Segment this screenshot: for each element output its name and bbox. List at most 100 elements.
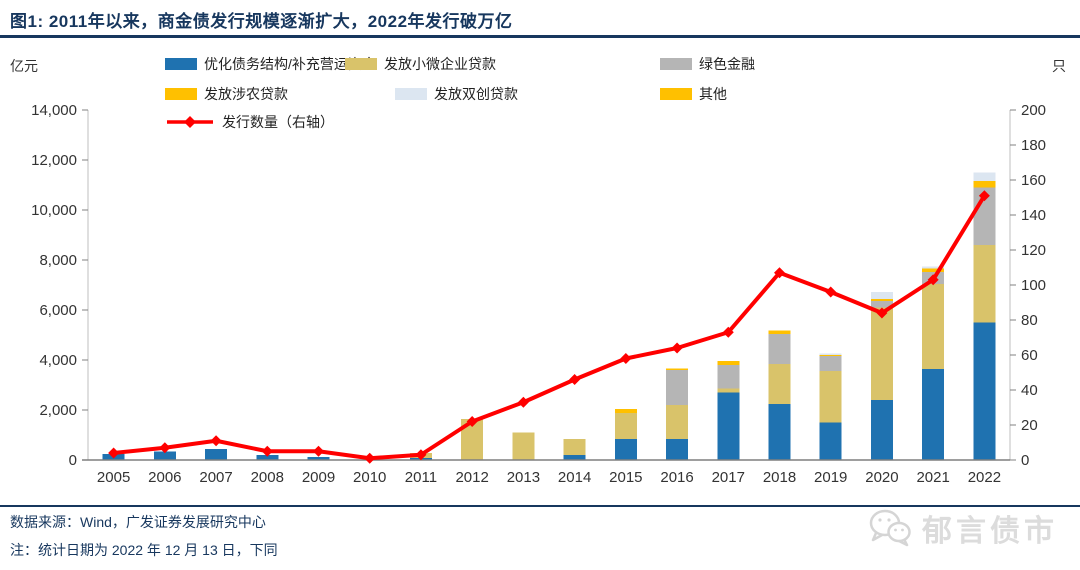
bar-segment [717,365,740,389]
bar-segment [205,448,228,460]
x-axis-tick-label: 2018 [763,469,796,486]
x-axis-tick-label: 2020 [865,469,898,486]
left-axis-tick-label: 14,000 [31,102,77,119]
bar-segment [870,298,893,301]
bottom-divider [0,505,1080,507]
bar-segment [512,432,535,460]
line-marker-diamond [210,435,222,447]
line-marker-diamond [671,342,683,354]
watermark: 郁言债市 [868,506,1058,550]
bar-segment [973,172,996,181]
left-axis-tick-label: 12,000 [31,152,77,169]
bar-segment [973,180,996,188]
right-axis-tick-label: 180 [1021,137,1046,154]
bar-segment [614,408,637,413]
line-marker-diamond [825,286,837,298]
right-axis-unit: 只 [1052,58,1066,74]
right-axis-tick-label: 100 [1021,277,1046,294]
right-axis-tick-label: 200 [1021,102,1046,119]
bar-segment [717,388,740,393]
left-axis-tick-label: 0 [69,452,77,469]
line-marker-diamond [415,449,427,461]
x-axis-tick-label: 2009 [302,469,335,486]
bar-segment [768,403,791,460]
x-axis-tick-label: 2016 [660,469,693,486]
bar-segment [922,283,945,369]
line-marker-diamond [774,267,785,279]
bar-segment [819,353,842,355]
bar-segment [666,370,689,405]
line-marker-diamond [159,442,171,454]
data-source: 数据来源：Wind，广发证券发展研究中心 [10,514,266,530]
bar-segment [768,333,791,364]
right-axis-tick-label: 20 [1021,417,1038,434]
right-axis-tick-label: 120 [1021,242,1046,259]
issuance-count-line [111,193,987,461]
x-axis-tick-label: 2021 [916,469,949,486]
watermark-text: 郁言债市 [922,515,1058,548]
right-axis-tick-label: 40 [1021,382,1038,399]
x-axis-tick-label: 2014 [558,469,591,486]
bar-segment [973,322,996,460]
x-axis-tick-label: 2017 [712,469,745,486]
line-marker-diamond [313,445,324,457]
bar-segment [563,439,586,455]
chart-title: 图1: 2011年以来，商金债发行规模逐渐扩大，2022年发行破万亿 [10,12,513,31]
line-marker-diamond [466,416,478,427]
line-marker-diamond [978,190,990,202]
bar-segment [563,454,586,460]
x-axis-tick-label: 2007 [199,469,232,486]
line-marker-diamond [517,396,529,408]
bar-segment [666,405,689,439]
bar-segment [922,368,945,460]
bar-segment [666,438,689,460]
bar-segment [768,330,791,334]
bar-segment [153,451,176,460]
bar-segment [819,354,842,356]
bar-segment [922,266,945,269]
bar-segment [819,422,842,460]
bar-segment [819,370,842,423]
x-axis-tick-label: 2012 [455,469,488,486]
right-axis-tick-label: 140 [1021,207,1046,224]
line-marker-diamond [927,274,939,286]
right-axis-tick-label: 160 [1021,172,1046,189]
line-marker-diamond [876,307,888,319]
bar-segment [614,438,637,460]
x-axis-tick-label: 2005 [97,469,130,486]
bar-segment [973,245,996,323]
bar-segment [922,268,945,272]
x-axis-tick-label: 2013 [507,469,540,486]
line-marker-diamond [261,445,273,457]
footnote: 注：统计日期为 2022 年 12 月 13 日，下同 [10,542,278,558]
x-axis-tick-label: 2006 [148,469,181,486]
bar-segment [614,413,637,439]
bar-segment [870,400,893,460]
bar-segment [768,363,791,404]
line-marker-diamond [569,374,581,385]
x-axis-tick-label: 2008 [251,469,284,486]
right-axis-tick-label: 0 [1021,452,1029,469]
bar-segment [819,355,842,371]
line-marker-diamond [364,452,376,464]
right-axis-tick-label: 80 [1021,312,1038,329]
line-marker-diamond [620,353,632,364]
bar-segment [870,292,893,299]
line-marker-diamond [722,326,734,338]
left-axis-tick-label: 6,000 [39,302,77,319]
bar-segment [870,307,893,400]
bar-segment [717,361,740,365]
title-divider [0,35,1080,38]
left-axis-tick-label: 8,000 [39,252,77,269]
left-axis-tick-label: 10,000 [31,202,77,219]
x-axis-tick-label: 2011 [405,469,437,486]
bar-segment [307,457,330,460]
bar-segment [256,455,279,460]
line-marker-diamond [108,447,120,459]
bar-segment [870,300,893,308]
x-axis-tick-label: 2019 [814,469,847,486]
right-axis-tick-label: 60 [1021,347,1038,364]
wechat-icon [869,509,911,547]
left-axis-unit: 亿元 [10,58,38,74]
